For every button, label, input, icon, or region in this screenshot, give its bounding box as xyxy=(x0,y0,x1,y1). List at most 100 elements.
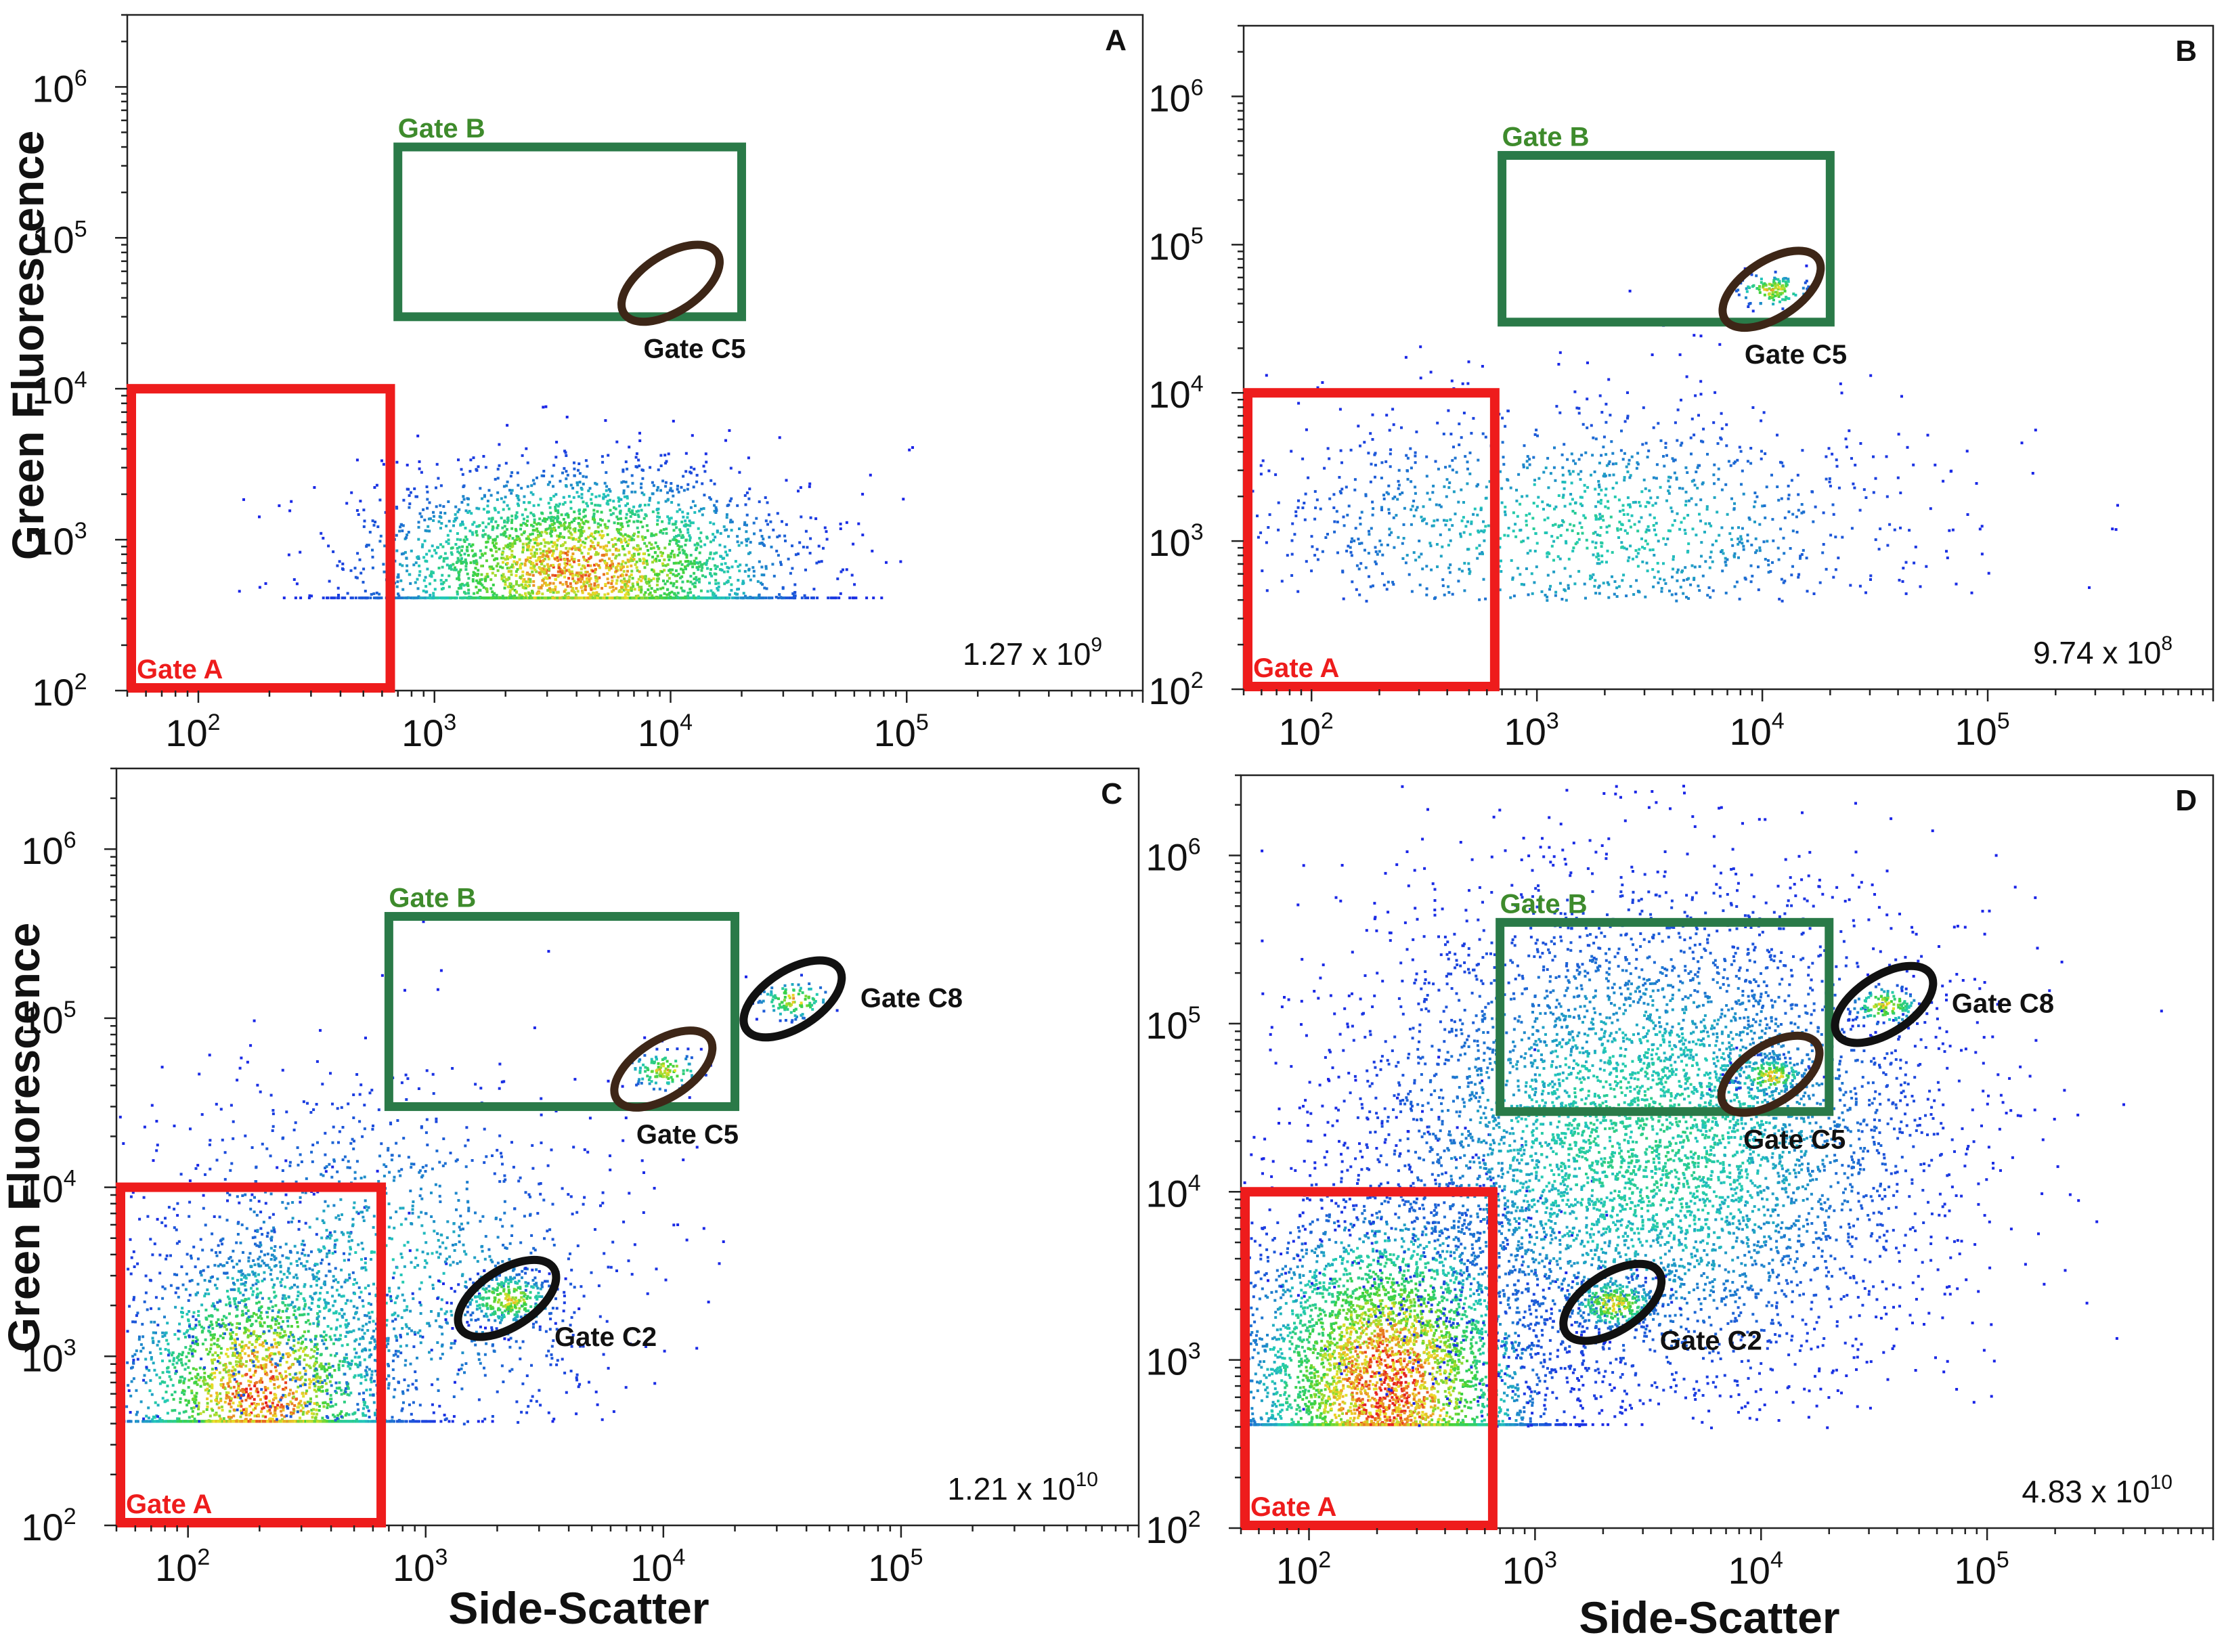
event-dot xyxy=(1779,527,1783,531)
event-dot xyxy=(714,594,718,598)
event-dot xyxy=(1503,534,1506,537)
event-dot xyxy=(601,460,605,464)
event-dot xyxy=(460,500,464,504)
event-dot xyxy=(684,523,687,526)
event-dot xyxy=(691,500,695,503)
event-dot xyxy=(1709,550,1713,554)
event-dot xyxy=(861,534,865,537)
event-dot xyxy=(466,549,469,552)
event-dot xyxy=(399,579,403,582)
event-dot xyxy=(503,521,506,524)
event-dot xyxy=(492,541,495,544)
event-dot xyxy=(474,567,477,570)
event-dot xyxy=(1980,552,1984,556)
event-dot xyxy=(527,544,530,548)
event-dot xyxy=(737,544,741,547)
event-dot xyxy=(577,578,580,581)
event-dot xyxy=(1414,461,1417,464)
event-dot xyxy=(184,1346,188,1349)
event-dot xyxy=(563,521,567,524)
event-dot xyxy=(481,521,485,525)
event-dot xyxy=(493,558,496,561)
event-dot xyxy=(626,485,630,488)
event-dot xyxy=(1314,506,1317,510)
event-dot xyxy=(439,579,443,582)
event-dot xyxy=(1466,460,1469,464)
event-dot xyxy=(271,1305,274,1309)
event-dot xyxy=(343,596,347,600)
event-dot xyxy=(1699,380,1703,383)
event-dot xyxy=(482,508,485,511)
event-dot xyxy=(1636,590,1640,593)
event-dot xyxy=(1694,394,1697,397)
event-dot xyxy=(639,575,642,578)
event-dot xyxy=(767,513,770,517)
event-dot xyxy=(417,521,420,524)
event-dot xyxy=(1668,589,1671,592)
event-dot xyxy=(1535,565,1538,569)
event-dot xyxy=(1573,390,1577,393)
event-dot xyxy=(622,492,626,495)
event-dot xyxy=(715,508,718,511)
event-dot xyxy=(428,549,431,552)
event-dot xyxy=(579,577,582,580)
event-dot xyxy=(374,596,378,600)
event-dot xyxy=(400,596,403,600)
event-dot xyxy=(1685,596,1688,599)
event-dot xyxy=(651,510,655,513)
event-dot xyxy=(1470,431,1473,435)
event-dot xyxy=(1321,550,1324,553)
event-dot xyxy=(1686,550,1689,554)
event-dot xyxy=(617,549,620,552)
event-dot xyxy=(1533,483,1536,486)
event-dot xyxy=(1536,434,1539,437)
event-dot xyxy=(1733,502,1736,505)
event-dot xyxy=(1657,540,1660,543)
event-dot xyxy=(661,563,665,567)
event-dot xyxy=(1572,459,1575,462)
event-dot xyxy=(1333,530,1336,534)
event-dot xyxy=(559,573,563,577)
event-dot xyxy=(615,582,618,585)
event-dot xyxy=(491,590,494,594)
event-dot xyxy=(1307,476,1310,479)
event-dot xyxy=(200,1274,203,1277)
event-dot xyxy=(1466,382,1470,385)
event-dot xyxy=(355,458,359,462)
event-dot xyxy=(371,548,374,552)
event-dot xyxy=(700,563,703,567)
event-dot xyxy=(1885,495,1889,498)
event-dot xyxy=(1647,529,1651,532)
event-dot xyxy=(1615,462,1618,465)
event-dot xyxy=(1525,523,1528,527)
event-dot xyxy=(687,563,691,566)
event-dot xyxy=(728,576,732,580)
event-dot xyxy=(704,575,707,578)
event-dot xyxy=(697,580,701,584)
event-dot xyxy=(1693,334,1696,337)
event-dot xyxy=(643,542,647,545)
event-dot xyxy=(1586,426,1589,429)
event-dot xyxy=(736,535,739,538)
event-dot xyxy=(1653,554,1656,557)
event-dot xyxy=(1799,557,1802,560)
event-dot xyxy=(1780,497,1783,500)
event-dot xyxy=(617,553,621,557)
event-dot xyxy=(617,517,620,521)
event-dot xyxy=(562,518,565,521)
event-dot xyxy=(617,575,619,579)
event-dot xyxy=(1864,496,1868,499)
event-dot xyxy=(670,582,673,585)
event-dot xyxy=(1526,552,1529,555)
event-dot xyxy=(362,525,366,528)
event-dot xyxy=(1359,562,1363,565)
event-dot xyxy=(682,571,685,574)
event-dot xyxy=(766,523,769,526)
event-dot xyxy=(680,575,684,578)
event-dot xyxy=(1339,492,1343,495)
event-dot xyxy=(1613,495,1617,498)
event-dot xyxy=(506,424,509,427)
event-dot xyxy=(673,553,676,557)
event-dot xyxy=(495,565,498,568)
event-dot xyxy=(1401,542,1404,545)
